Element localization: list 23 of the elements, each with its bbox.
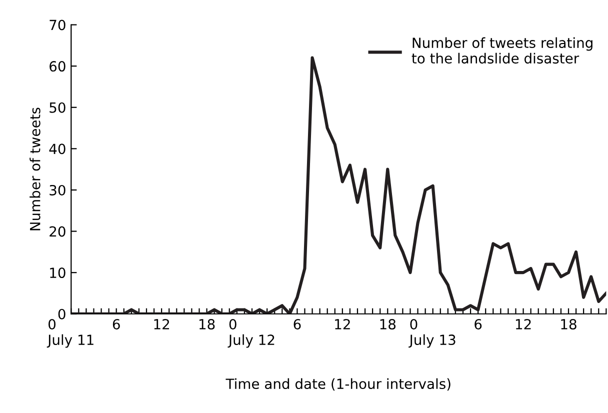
x-tick-label: 18 (561, 318, 576, 330)
x-tick-label: 12 (335, 318, 350, 330)
x-tick-label: 0 July 13 (408, 318, 456, 348)
y-tick-label: 40 (49, 144, 66, 154)
y-tick-label: 50 (50, 102, 66, 113)
x-tick-label: 12 (516, 318, 531, 330)
x-tick-label: 18 (380, 318, 396, 330)
y-tick-label: 10 (50, 268, 66, 278)
y-tick-label: 30 (50, 184, 66, 196)
x-tick-label: 6 (474, 318, 482, 330)
x-tick-label: 0 July 12 (228, 318, 274, 348)
y-tick-label: 60 (50, 61, 66, 72)
x-tick-label: 6 (294, 318, 301, 330)
x-tick-label: 12 (154, 318, 170, 330)
legend-label: Number of tweets relating to the landslide disaster (412, 37, 592, 64)
x-axis-title: Time and date (1-hour intervals) (226, 378, 450, 391)
x-tick-label: 18 (199, 318, 215, 330)
x-tick-label: 0 July 11 (46, 318, 94, 348)
y-tick-label: 20 (50, 226, 66, 237)
y-tick-label: 0 (58, 308, 66, 320)
x-tick-label: 6 (112, 318, 120, 330)
y-tick-label: 70 (50, 20, 66, 30)
y-axis-title: Number of tweets (30, 108, 40, 230)
